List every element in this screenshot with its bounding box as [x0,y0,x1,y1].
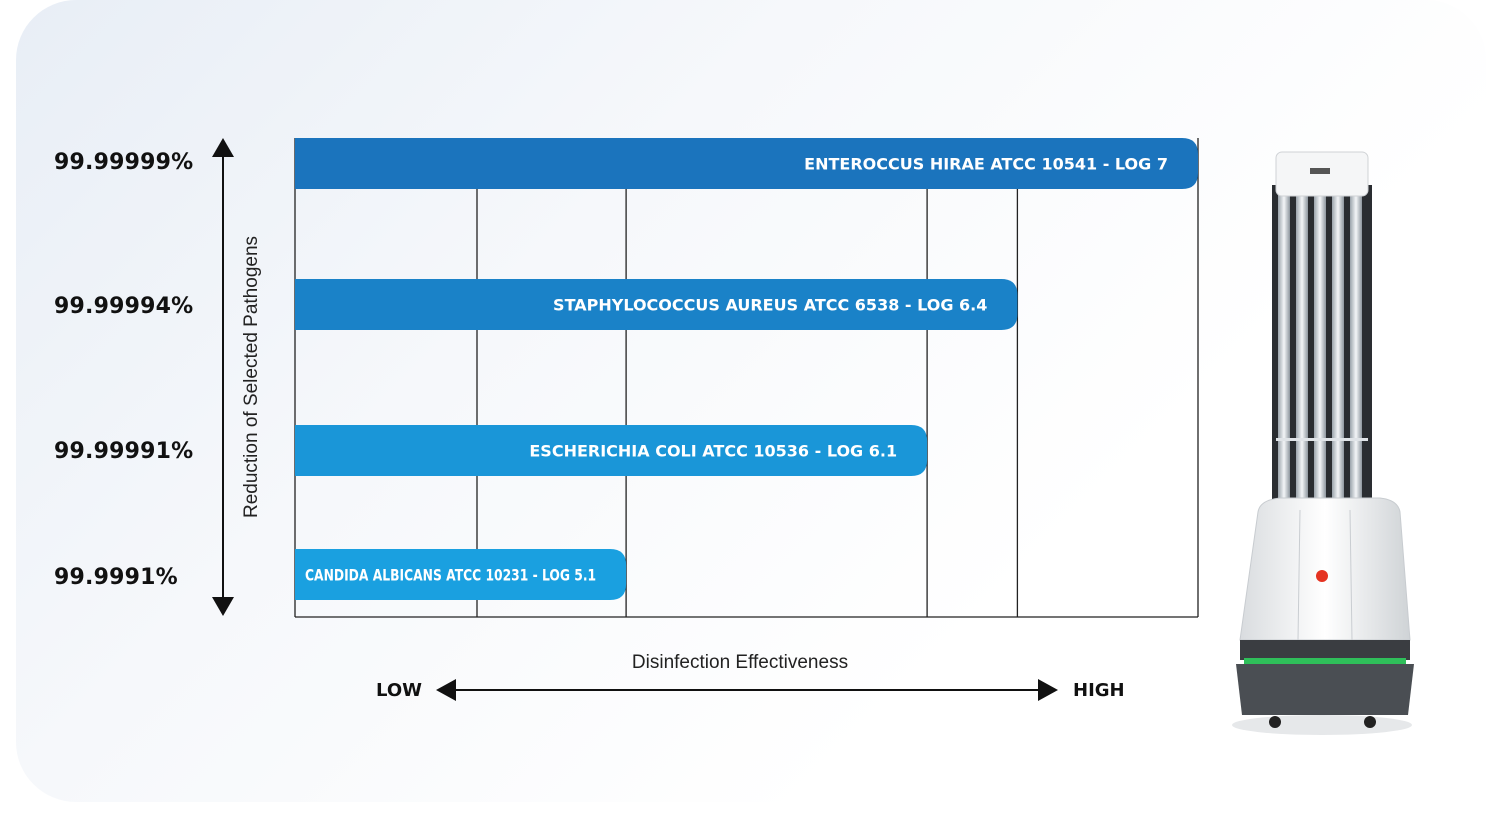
reduction-label-3: 99.99991% [54,439,194,464]
robot-image [1232,151,1414,735]
bar-label-3: ESCHERICHIA COLI ATCC 10536 - LOG 6.1 [529,442,897,461]
x-axis-low-label: LOW [376,680,422,701]
bars: ENTEROCCUS HIRAE ATCC 10541 - LOG 7 STAPH… [295,138,1198,600]
bar-label-4: CANDIDA ALBICANS ATCC 10231 - LOG 5.1 [305,566,596,585]
bar-2 [295,279,1018,330]
bar-label-1: ENTEROCCUS HIRAE ATCC 10541 - LOG 7 [804,155,1168,174]
bar-1 [295,138,1198,189]
grid-lines [294,138,1199,618]
x-axis-title: Disinfection Effectiveness [631,652,849,673]
reduction-label-1: 99.99999% [54,150,194,175]
x-axis-high-label: HIGH [1073,680,1125,701]
y-axis-arrow [212,138,234,616]
bar-4 [295,549,627,600]
x-axis-arrow [436,679,1058,701]
bar-label-2: STAPHYLOCOCCUS AUREUS ATCC 6538 - LOG 6.… [553,296,987,315]
bar-3 [295,425,928,476]
reduction-label-2: 99.99994% [54,294,194,319]
reduction-label-4: 99.9991% [54,565,178,590]
